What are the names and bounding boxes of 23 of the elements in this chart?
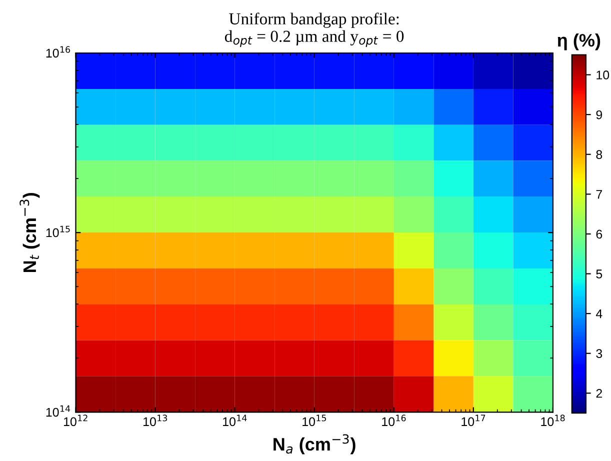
color-bar-label: 4 [596,309,602,318]
x-axis-title: N$_{a}$ (cm$^{−3}$) [274,434,356,454]
color-bar-label: 7 [596,190,602,199]
color-bar-label: 3 [596,349,602,358]
x-tick-label: 10$^{18}$ [541,414,565,426]
color-bar-label: 2 [596,388,602,398]
x-tick-label: 10$^{12}$ [64,414,88,426]
color-bar-label: 9 [596,110,602,120]
x-tick-label: 10$^{17}$ [462,414,486,426]
chart-title: Uniform bandgap profile: d$_{opt}$ = 0.2 µm and y$_{opt}$ = 0 [224,12,404,47]
color-bar-label: 6 [596,230,602,239]
x-tick-label: 10$^{16}$ [382,414,406,426]
x-tick-label: 10$^{13}$ [144,414,167,426]
color-bar-label: 8 [596,150,602,160]
y-axis-title: N$_{t}$ (cm$^{−3}$) [20,193,40,272]
y-tick-label: 10$^{16}$ [46,46,70,58]
color-bar-title: η (%) [558,33,600,50]
color-bar-label: 5 [596,270,602,278]
y-tick-label: 10$^{15}$ [46,226,70,238]
x-tick-label: 10$^{15}$ [302,414,326,426]
color-bar-label: 10 [596,70,610,80]
y-tick-label: 10$^{14}$ [46,405,70,417]
x-tick-label: 10$^{14}$ [223,414,247,426]
